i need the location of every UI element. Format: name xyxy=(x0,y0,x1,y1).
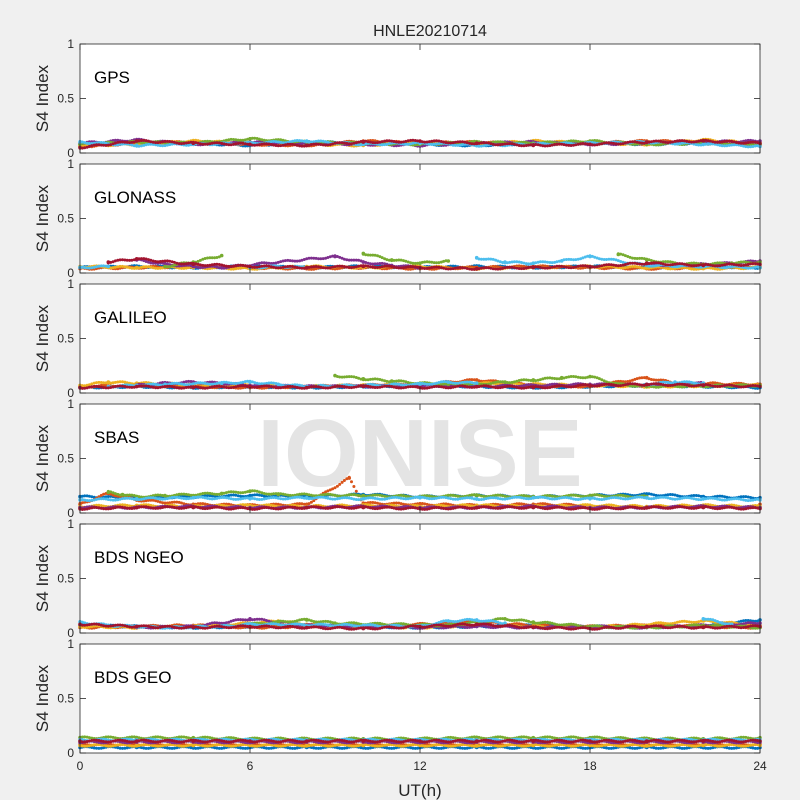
data-point xyxy=(203,139,207,143)
data-point xyxy=(279,138,283,142)
data-point xyxy=(116,138,120,142)
data-point xyxy=(304,139,309,143)
data-point xyxy=(234,138,238,142)
data-point xyxy=(744,139,748,143)
data-point xyxy=(559,259,564,263)
data-point xyxy=(262,138,266,142)
data-point xyxy=(206,139,209,143)
data-point xyxy=(276,138,280,142)
data-point xyxy=(538,139,542,143)
data-point xyxy=(219,253,224,258)
data-point xyxy=(474,141,479,145)
data-point xyxy=(236,138,240,142)
axes-background xyxy=(80,44,760,153)
data-point xyxy=(474,266,479,271)
data-point xyxy=(227,138,231,142)
data-point xyxy=(224,138,228,142)
data-point xyxy=(304,265,309,270)
data-point xyxy=(616,252,621,257)
data-point xyxy=(474,255,479,260)
data-point xyxy=(394,144,398,148)
data-point xyxy=(701,139,706,143)
data-point xyxy=(134,257,139,261)
y-tick-label: 1 xyxy=(67,157,74,171)
data-point xyxy=(248,137,252,141)
data-point xyxy=(191,262,196,267)
data-point xyxy=(588,254,592,259)
y-tick-label: 0.5 xyxy=(57,212,74,226)
data-point xyxy=(243,138,247,142)
data-point xyxy=(474,378,479,382)
data-point xyxy=(229,137,233,141)
y-tick-label: 1 xyxy=(67,37,74,51)
data-point xyxy=(701,263,706,268)
data-point xyxy=(531,265,536,270)
data-point xyxy=(196,139,200,143)
data-point xyxy=(191,141,196,145)
data-point xyxy=(418,139,422,143)
data-point xyxy=(746,138,750,142)
data-point xyxy=(281,138,285,142)
data-point xyxy=(304,143,309,148)
data-point xyxy=(243,144,247,148)
data-point xyxy=(257,137,261,141)
data-point xyxy=(113,138,117,142)
data-point xyxy=(397,144,401,147)
data-point xyxy=(531,143,536,148)
data-point xyxy=(241,138,245,142)
y-tick-label: 0.5 xyxy=(57,92,74,106)
data-point xyxy=(106,260,111,264)
chart-title: HNLE20210714 xyxy=(373,23,487,40)
data-point xyxy=(253,136,257,140)
data-point xyxy=(644,140,649,144)
data-point xyxy=(361,264,366,269)
y-axis-label: S4 Index xyxy=(33,184,52,252)
data-point xyxy=(361,140,366,144)
data-point xyxy=(163,264,167,269)
data-point xyxy=(300,142,304,146)
data-point xyxy=(446,259,451,263)
data-point xyxy=(134,143,139,148)
data-point xyxy=(531,261,536,266)
data-point xyxy=(134,139,139,143)
data-point xyxy=(260,138,264,142)
data-point xyxy=(333,254,337,259)
data-point xyxy=(248,142,252,147)
data-point xyxy=(142,141,146,145)
axes-background xyxy=(80,164,760,273)
data-point xyxy=(106,264,111,269)
data-point xyxy=(232,138,235,141)
data-point xyxy=(208,139,212,143)
data-point xyxy=(371,139,375,142)
data-point xyxy=(423,144,427,147)
data-point xyxy=(111,139,115,142)
data-point xyxy=(588,142,592,147)
data-point xyxy=(701,142,706,147)
data-point xyxy=(503,260,507,264)
data-point xyxy=(106,380,111,384)
data-point xyxy=(361,260,366,264)
data-point xyxy=(644,375,649,380)
data-point xyxy=(134,265,139,270)
data-point xyxy=(536,138,540,142)
data-point xyxy=(239,138,243,142)
data-point xyxy=(418,261,422,266)
data-point xyxy=(389,258,394,262)
panel-label: GPS xyxy=(94,68,130,87)
axes-background xyxy=(80,284,760,393)
data-point xyxy=(644,258,649,262)
data-point xyxy=(257,140,261,143)
panel-label: GLONASS xyxy=(94,188,176,207)
data-point xyxy=(644,261,649,266)
data-point xyxy=(139,141,143,145)
y-axis-label: S4 Index xyxy=(33,64,52,132)
data-point xyxy=(361,251,366,256)
data-point xyxy=(255,137,259,140)
